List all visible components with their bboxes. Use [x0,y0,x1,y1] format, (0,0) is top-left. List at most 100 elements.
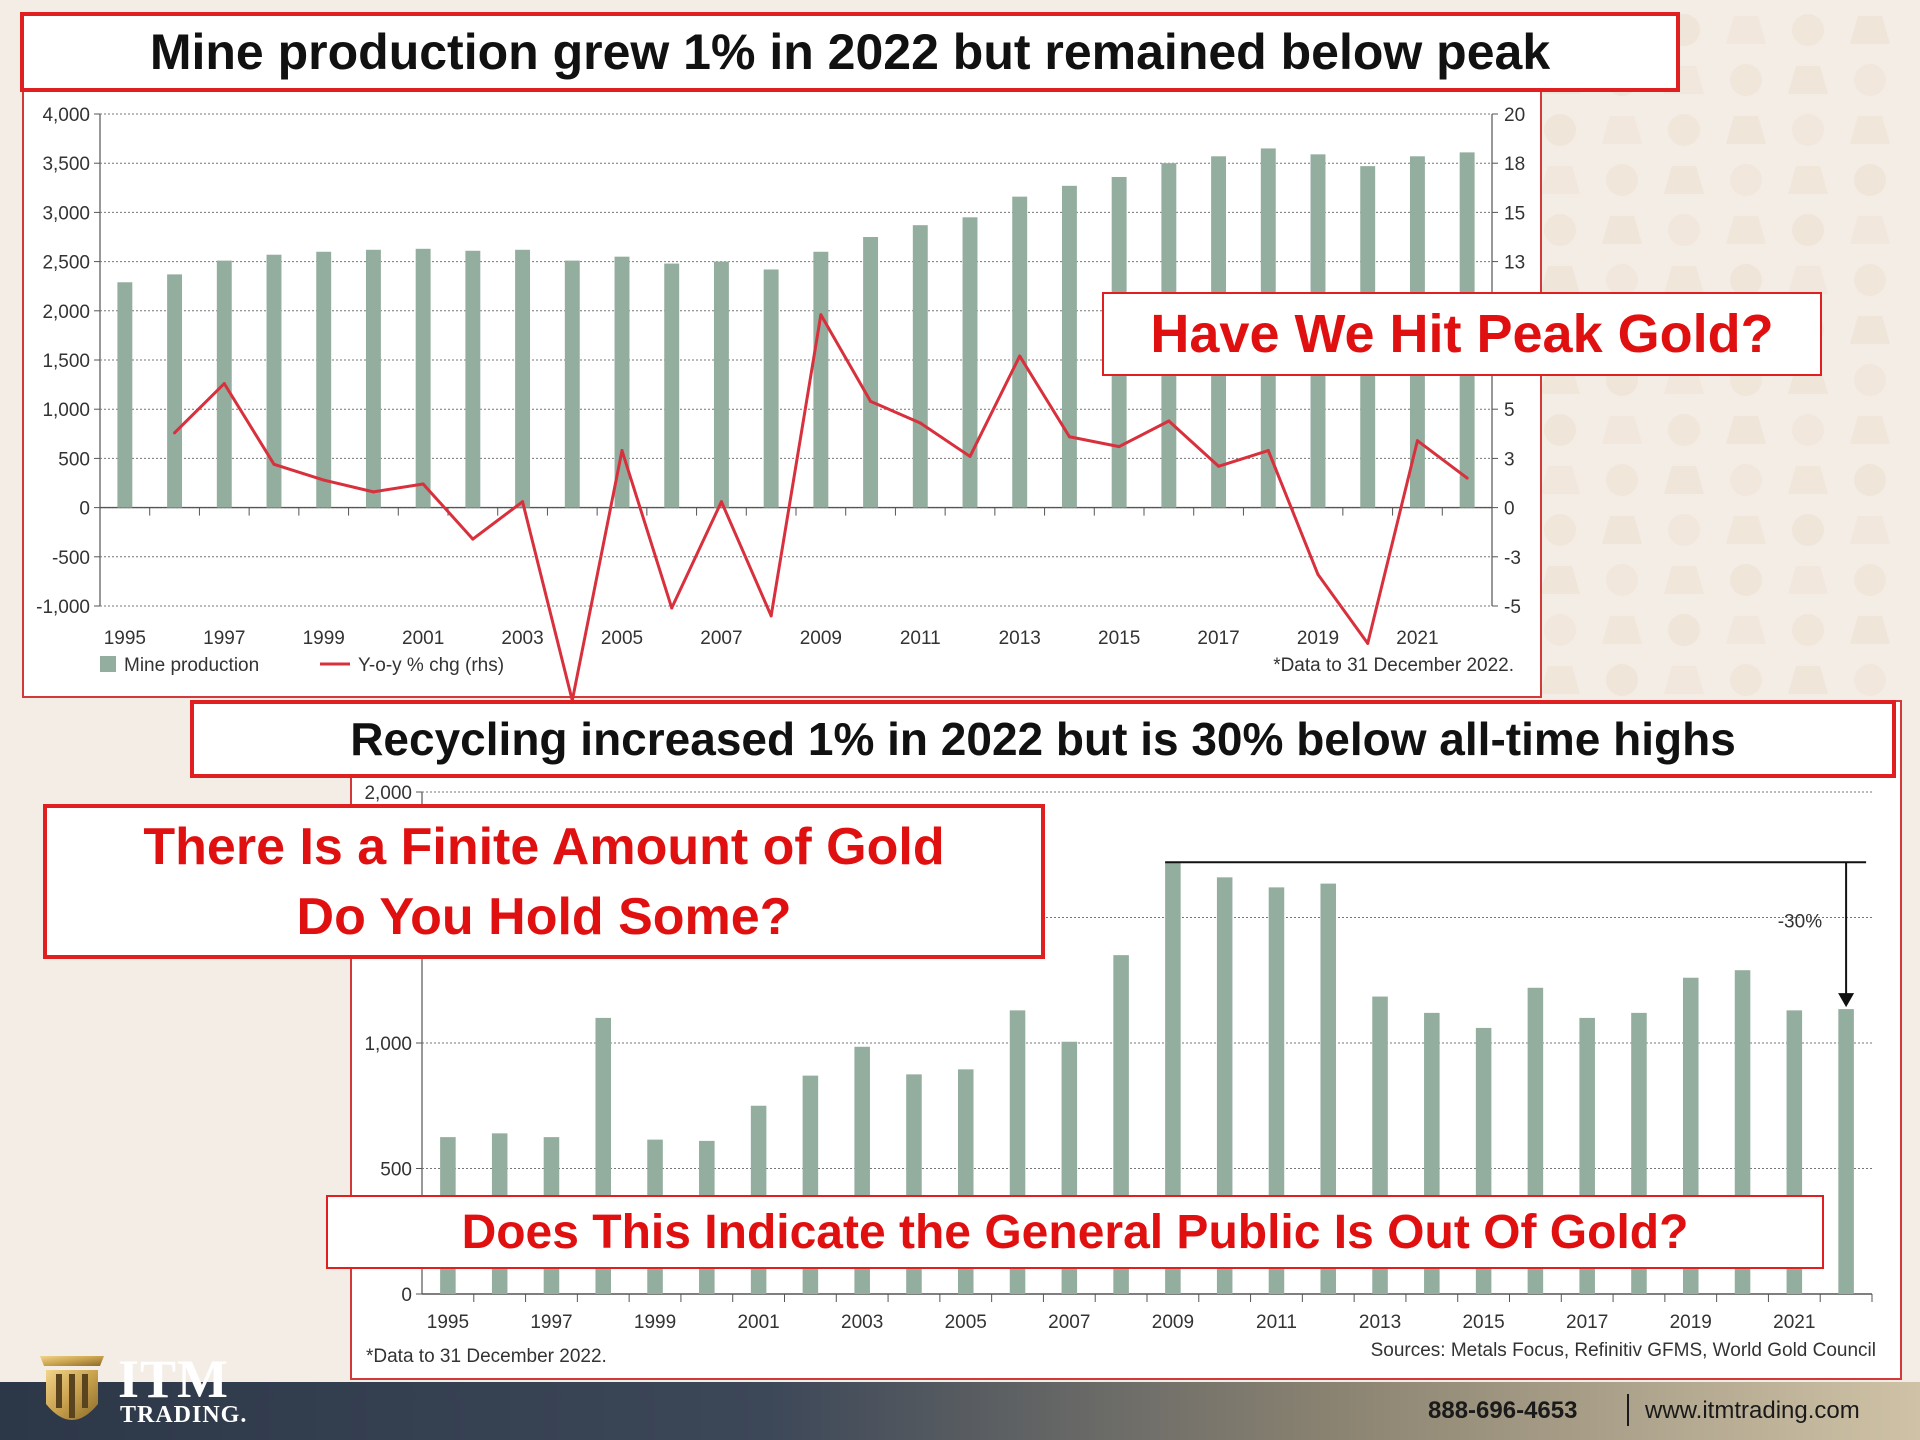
pattern-circle [1792,614,1824,646]
pattern-circle [1792,214,1824,246]
pattern-circle [1792,114,1824,146]
footer-bar [0,1382,1920,1440]
pattern-trapezoid [1788,66,1828,94]
pattern-trapezoid [1850,216,1890,244]
chart1-x-tick-label: 2015 [1098,628,1140,649]
general-public-callout: Does This Indicate the General Public Is… [326,1195,1824,1269]
chart2-bar [1838,1009,1854,1294]
chart1-left-tick-label: 4,000 [42,105,90,126]
pattern-trapezoid [1850,116,1890,144]
chart1-bar [664,263,680,508]
finite-gold-line-2: Do You Hold Some? [296,887,792,946]
pattern-circle [1668,214,1700,246]
itm-trading-logo: ITM TRADING. [36,1344,266,1438]
pattern-trapezoid [1850,316,1890,344]
chart1-bar [415,248,431,508]
footer-website-link[interactable]: www.itmtrading.com [1645,1397,1860,1424]
pattern-circle [1544,214,1576,246]
chart2-x-tick-label: 2009 [1152,1312,1194,1333]
pattern-trapezoid [1788,466,1828,494]
pattern-trapezoid [1602,416,1642,444]
chart2-y-tick-label: 2,000 [364,783,412,804]
chart1-left-tick-label: 2,000 [42,302,90,323]
chart1-yoy-point [322,478,326,482]
mine-production-chart-panel: 4,000 3,500 3,000 2,500 2,000 1,500 1,000 500 0 -… [22,76,1542,702]
chart1-note: *Data to 31 December 2022. [1273,655,1514,676]
peak-gold-callout: Have We Hit Peak Gold? [1102,292,1822,376]
chart1-yoy-point [1167,419,1171,423]
chart1-x-tick-label: 2017 [1197,628,1239,649]
pattern-trapezoid [1850,416,1890,444]
chart2-x-tick-label: 2021 [1773,1312,1815,1333]
chart2-bar [1320,883,1337,1294]
pattern-trapezoid [1788,566,1828,594]
pattern-trapezoid [1602,516,1642,544]
chart1-yoy-point [421,482,425,486]
chart1-bar [962,217,978,508]
chart1-bar [614,256,630,508]
chart1-right-tick-label: 18 [1504,154,1525,175]
chart2-sources: Sources: Metals Focus, Refinitiv GFMS, W… [1371,1340,1876,1361]
chart1-x-tick-label: 1995 [104,628,146,649]
chart1-bar [365,249,381,508]
pattern-trapezoid [1664,666,1704,694]
finite-gold-line-1: There Is a Finite Amount of Gold [143,817,945,876]
pattern-circle [1668,614,1700,646]
chart1-legend-line-label: Y-o-y % chg (rhs) [358,655,504,676]
chart1-yoy-point [371,490,375,494]
pattern-trapezoid [1664,166,1704,194]
pattern-circle [1606,464,1638,496]
chart1-yoy-point [1415,439,1419,443]
pattern-trapezoid [1602,116,1642,144]
chart1-bar [266,254,282,508]
chart1-yoy-point [272,462,276,466]
finite-gold-callout: There Is a Finite Amount of Gold Do You … [43,804,1045,959]
pattern-trapezoid [1664,566,1704,594]
chart1-bar [863,237,879,508]
chart1-yoy-point [1465,476,1469,480]
chart2-bar [1165,862,1181,1294]
chart1-left-tick-label: -500 [52,548,90,569]
chart1-x-tick-label: 2013 [999,628,1041,649]
chart1-yoy-point [222,382,226,386]
chart1-left-tick-label: 3,000 [42,203,90,224]
chart1-bar [515,249,531,508]
pattern-circle [1544,414,1576,446]
pattern-trapezoid [1540,566,1580,594]
chart2-y-tick-label: 1,000 [364,1034,412,1055]
pattern-circle [1668,414,1700,446]
pattern-trapezoid [1726,416,1766,444]
chart1-right-tick-label: -3 [1504,548,1521,569]
chart2-x-tick-label: 2019 [1670,1312,1712,1333]
pattern-circle [1854,164,1886,196]
chart1-right-tick-label: 0 [1504,499,1515,520]
pattern-circle [1792,514,1824,546]
chart2-x-tick-label: 1999 [634,1312,676,1333]
pattern-trapezoid [1726,616,1766,644]
chart1-bar [1012,196,1028,508]
pattern-circle [1792,414,1824,446]
chart1-right-tick-label: 3 [1504,449,1515,470]
pattern-circle [1730,664,1762,696]
chart2-x-tick-label: 1995 [427,1312,469,1333]
chart2-y-tick-label: 500 [380,1160,412,1181]
chart1-x-tick-label: 1997 [203,628,245,649]
pattern-circle [1854,564,1886,596]
pattern-trapezoid [1602,616,1642,644]
chart2-annotation: -30% [1778,912,1822,933]
chart2-x-tick-label: 1997 [530,1312,572,1333]
pattern-circle [1792,14,1824,46]
footer-separator [1627,1394,1629,1426]
chart1-left-tick-label: 500 [58,449,90,470]
chart1-yoy-point [1018,354,1022,358]
pattern-circle [1544,514,1576,546]
pattern-trapezoid [1726,516,1766,544]
pattern-trapezoid [1726,16,1766,44]
chart2-x-tick-label: 2007 [1048,1312,1090,1333]
footer-phone[interactable]: 888-696-4653 [1428,1397,1578,1424]
pattern-trapezoid [1850,16,1890,44]
pattern-circle [1854,664,1886,696]
chart1-bar [1061,185,1077,508]
mine-production-title: Mine production grew 1% in 2022 but rema… [20,12,1680,92]
chart1-yoy-point [769,614,773,618]
